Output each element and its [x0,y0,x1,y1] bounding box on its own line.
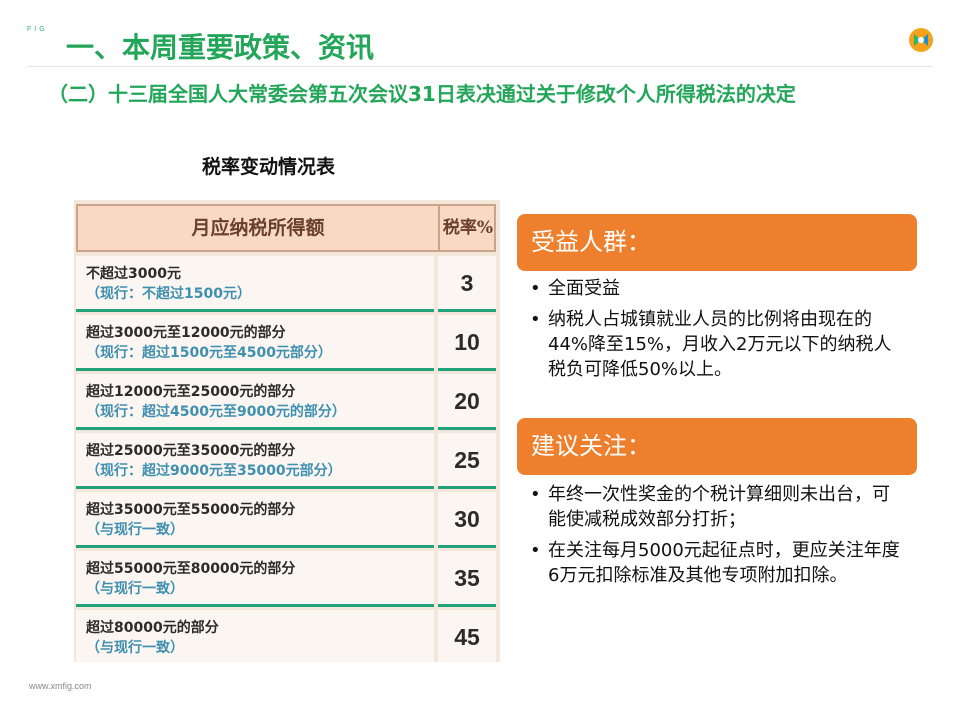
table-header-row: 月应纳税所得额 税率% [76,204,496,252]
bracket-cell: 超过3000元至12000元的部分 （现行：超过1500元至4500元部分） [76,315,434,371]
beneficiaries-list: • 全面受益 • 纳税人占城镇就业人员的比例将由现在的44%降至15%，月收入2万元… [530,276,900,388]
list-item: • 在关注每月5000元起征点时，更应关注年度6万元扣除标准及其他专项附加扣除。 [530,538,900,588]
tax-rate-table: 月应纳税所得额 税率% 不超过3000元 （现行：不超过1500元） 3 超过3… [74,200,500,662]
list-item-text: 年终一次性奖金的个税计算细则未出台，可能使减税成效部分打折； [548,484,890,530]
table-row: 超过35000元至55000元的部分 （与现行一致） 30 [76,492,496,550]
beneficiaries-header: 受益人群： [517,214,917,271]
footer-url: www.xmfig.com [29,681,92,691]
table-caption: 税率变动情况表 [202,156,336,178]
old-bracket: （现行：超过9000元至35000元部分） [86,463,342,479]
bracket-cell: 超过80000元的部分 （与现行一致） [76,610,434,662]
table-row: 超过80000元的部分 （与现行一致） 45 [76,610,496,662]
table-row: 超过25000元至35000元的部分 （现行：超过9000元至35000元部分）… [76,433,496,491]
rate-cell: 20 [438,374,496,430]
table-row: 不超过3000元 （现行：不超过1500元） 3 [76,256,496,314]
list-item: • 年终一次性奖金的个税计算细则未出台，可能使减税成效部分打折； [530,482,900,532]
rate-cell: 45 [438,610,496,662]
table-row: 超过55000元至80000元的部分 （与现行一致） 35 [76,551,496,609]
new-bracket: 超过55000元至80000元的部分 [86,561,296,577]
old-bracket: （与现行一致） [86,522,184,538]
bracket-cell: 超过12000元至25000元的部分 （现行：超过4500元至9000元的部分） [76,374,434,430]
brand-small-text: FIG [27,26,48,33]
rate-cell: 10 [438,315,496,371]
old-bracket: （现行：超过1500元至4500元部分） [86,345,332,361]
suggestions-header: 建议关注： [517,418,917,475]
brand-logo-icon [909,28,933,52]
section-title: 一、本周重要政策、资讯 [66,31,375,64]
bullet-icon: • [530,540,541,561]
bullet-icon: • [530,309,541,330]
page-subtitle: （二）十三届全国人大常委会第五次会议31日表决通过关于修改个人所得税法的决定 [48,82,796,106]
new-bracket: 超过80000元的部分 [86,620,219,636]
table-row: 超过12000元至25000元的部分 （现行：超过4500元至9000元的部分）… [76,374,496,432]
rate-cell: 30 [438,492,496,548]
bracket-cell: 不超过3000元 （现行：不超过1500元） [76,256,434,312]
new-bracket: 不超过3000元 [86,266,181,282]
list-item: • 纳税人占城镇就业人员的比例将由现在的44%降至15%，月收入2万元以下的纳税人… [530,307,900,382]
list-item: • 全面受益 [530,276,900,301]
table-row: 超过3000元至12000元的部分 （现行：超过1500元至4500元部分） 1… [76,315,496,373]
old-bracket: （现行：不超过1500元） [86,286,251,302]
rate-cell: 25 [438,433,496,489]
bracket-cell: 超过35000元至55000元的部分 （与现行一致） [76,492,434,548]
rate-cell: 3 [438,256,496,312]
list-item-text: 纳税人占城镇就业人员的比例将由现在的44%降至15%，月收入2万元以下的纳税人税… [548,309,892,380]
list-item-text: 全面受益 [548,278,620,299]
bullet-icon: • [530,484,541,505]
new-bracket: 超过12000元至25000元的部分 [86,384,296,400]
header-rate: 税率% [442,218,494,238]
new-bracket: 超过35000元至55000元的部分 [86,502,296,518]
rate-cell: 35 [438,551,496,607]
suggestions-list: • 年终一次性奖金的个税计算细则未出台，可能使减税成效部分打折； • 在关注每月50… [530,482,900,594]
bracket-cell: 超过25000元至35000元的部分 （现行：超过9000元至35000元部分） [76,433,434,489]
old-bracket: （现行：超过4500元至9000元的部分） [86,404,346,420]
old-bracket: （与现行一致） [86,581,184,597]
header-divider [28,66,933,67]
old-bracket: （与现行一致） [86,640,184,656]
header-income: 月应纳税所得额 [78,206,440,250]
list-item-text: 在关注每月5000元起征点时，更应关注年度6万元扣除标准及其他专项附加扣除。 [548,540,900,586]
bracket-cell: 超过55000元至80000元的部分 （与现行一致） [76,551,434,607]
new-bracket: 超过3000元至12000元的部分 [86,325,286,341]
new-bracket: 超过25000元至35000元的部分 [86,443,296,459]
bullet-icon: • [530,278,541,299]
